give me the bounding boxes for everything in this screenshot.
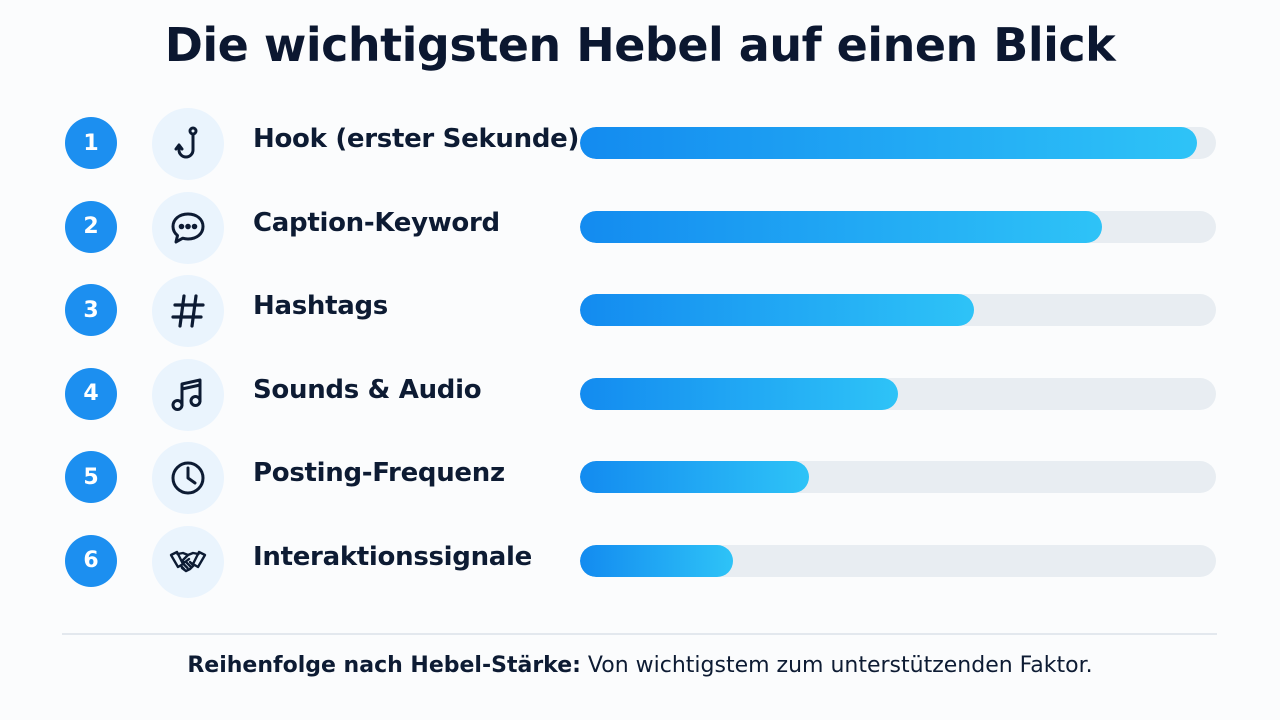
lever-label: Hashtags bbox=[253, 291, 388, 321]
handshake-icon bbox=[152, 525, 224, 598]
bar bbox=[580, 377, 898, 410]
divider bbox=[62, 633, 1217, 635]
lever-row: 5 Posting-Frequenz bbox=[0, 434, 1280, 518]
lever-row: 3 Hashtags bbox=[0, 267, 1280, 351]
rank-badge: 5 bbox=[65, 451, 117, 503]
bar-track bbox=[580, 377, 1216, 410]
footer-note: Reihenfolge nach Hebel-Stärke: Von wicht… bbox=[0, 653, 1280, 678]
bar-track bbox=[580, 544, 1216, 577]
lever-row: 4 Sounds & Audio bbox=[0, 351, 1280, 435]
page-title: Die wichtigsten Hebel auf einen Blick bbox=[164, 18, 1116, 72]
lever-label: Posting-Frequenz bbox=[253, 458, 505, 488]
bar bbox=[580, 461, 809, 493]
lever-label: Caption-Keyword bbox=[253, 207, 500, 238]
rank-badge: 6 bbox=[65, 534, 117, 587]
footer-bold-label: Reihenfolge nach Hebel-Stärke: bbox=[187, 653, 581, 678]
bar bbox=[580, 294, 975, 326]
music-note-icon bbox=[152, 358, 224, 431]
clock-icon bbox=[152, 442, 224, 514]
hook-icon bbox=[152, 108, 224, 180]
lever-row: 1 Hook (erster Sekunde) bbox=[0, 100, 1280, 184]
bar-track bbox=[580, 210, 1216, 243]
lever-label: Hook (erster Sekunde) bbox=[253, 124, 580, 154]
lever-label: Interaktionssignale bbox=[253, 541, 532, 572]
speech-bubble-icon bbox=[152, 191, 224, 264]
lever-row: 2 Caption-Keyword bbox=[0, 184, 1280, 268]
bar-track bbox=[580, 294, 1216, 326]
footer-text: Von wichtigstem zum unterstützenden Fakt… bbox=[580, 653, 1093, 678]
lever-row: 6 Interaktionssignale bbox=[0, 518, 1280, 602]
hashtag-icon bbox=[152, 275, 224, 347]
bar-track bbox=[580, 461, 1216, 493]
rank-badge: 4 bbox=[65, 367, 117, 420]
rank-badge: 3 bbox=[65, 284, 117, 336]
bar bbox=[580, 127, 1197, 159]
bar bbox=[580, 544, 733, 577]
bar bbox=[580, 210, 1102, 243]
rank-badge: 1 bbox=[65, 117, 117, 169]
lever-label: Sounds & Audio bbox=[253, 374, 482, 405]
rank-badge: 2 bbox=[65, 200, 117, 253]
bar-track bbox=[580, 127, 1216, 159]
